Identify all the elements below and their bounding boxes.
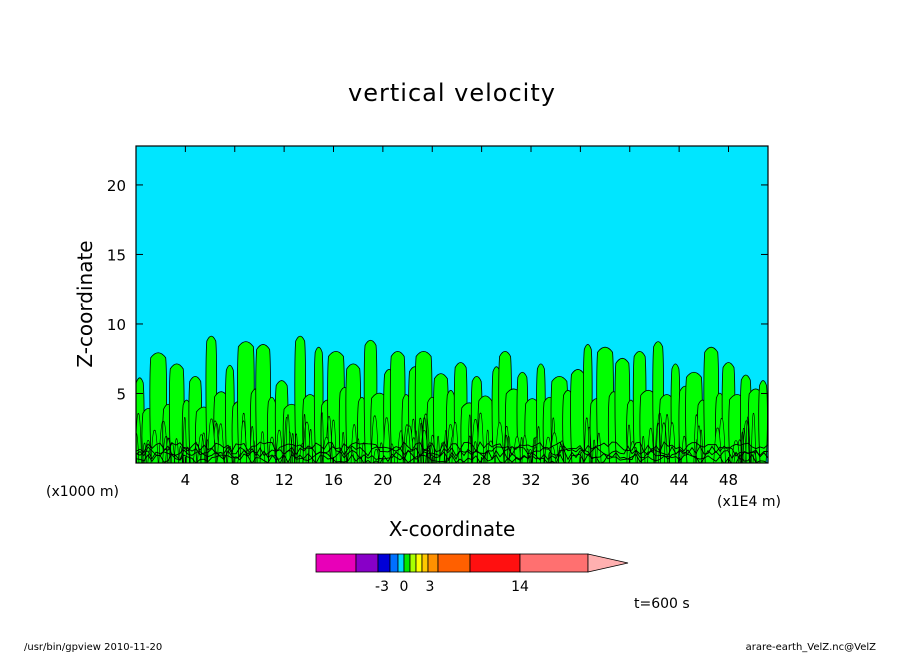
colorbar-label: 3 [426, 579, 435, 595]
turbulence-contour [370, 415, 379, 463]
turbulence-contour [259, 431, 266, 463]
x-tick-label: 12 [275, 471, 294, 489]
turbulence-contour [308, 429, 313, 463]
updraft-plume [168, 363, 185, 463]
surface-contour-line [136, 449, 768, 461]
surface-contour-line [136, 440, 768, 453]
x-tick-label: 48 [719, 471, 738, 489]
turbulence-contour [740, 431, 745, 463]
turbulence-contour [451, 422, 459, 463]
y-axis-ticks: 5 10 15 20 [107, 177, 768, 403]
x-tick-label: 20 [373, 471, 392, 489]
turbulence-contour [548, 446, 557, 463]
turbulence-contour [503, 426, 510, 463]
x-tick-label: 28 [472, 471, 491, 489]
colorbar-segment [377, 553, 391, 573]
boundary-layer-contours [136, 412, 768, 463]
turbulence-contour [647, 427, 655, 463]
x-tick-label: 36 [571, 471, 590, 489]
y-tick-label: 5 [116, 385, 126, 403]
y-tick-label: 10 [107, 316, 126, 334]
turbulence-contour [330, 419, 337, 463]
turbulence-contour [750, 413, 757, 463]
colorbar-arrow [587, 553, 629, 573]
turbulence-contour [207, 418, 216, 463]
x-tick-label: 44 [670, 471, 689, 489]
colorbar-segment [415, 553, 423, 573]
x-axis-label: X-coordinate [389, 517, 516, 541]
turbulence-contour [182, 417, 187, 463]
surface-contour-line [136, 445, 768, 457]
turbulence-contour [592, 439, 597, 463]
colorbar-segment [409, 553, 417, 573]
y-axis-label: Z-coordinate [73, 240, 97, 367]
turbulence-contour [421, 413, 431, 463]
footer-left: /usr/bin/gpview 2010-11-20 [24, 642, 162, 653]
x-tick-label: 24 [423, 471, 442, 489]
plot-frame [135, 145, 769, 464]
colorbar-segment [427, 553, 439, 573]
x-axis-ticks: 4 8 12 16 20 24 28 32 36 40 44 48 [181, 146, 738, 489]
x-tick-label: 8 [230, 471, 240, 489]
colorbar-segment [469, 553, 521, 573]
turbulence-contour [664, 414, 671, 463]
colorbar-segment [437, 553, 471, 573]
colorbar-label: 0 [400, 579, 409, 595]
turbulence-contour [397, 430, 405, 463]
colorbar-labels: -3 0 3 14 [375, 579, 529, 595]
colorbar-segment [315, 553, 357, 573]
x-axis-unit-right: (x1E4 m) [717, 494, 781, 510]
turbulence-contour [668, 422, 676, 463]
updraft-plume [758, 380, 768, 463]
turbulence-contour [275, 429, 283, 463]
turbulence-contour [467, 414, 472, 463]
turbulence-contour [302, 414, 307, 463]
turbulence-contour [504, 434, 509, 463]
chart-title: vertical velocity [348, 79, 556, 107]
x-tick-label: 32 [521, 471, 540, 489]
turbulence-contour [641, 436, 646, 463]
x-tick-label: 4 [181, 471, 191, 489]
turbulence-contour [443, 430, 449, 463]
colorbar-label: -3 [375, 579, 389, 595]
time-annotation: t=600 s [634, 596, 690, 612]
colorbar-segment [389, 553, 399, 573]
turbulence-contour [158, 420, 169, 463]
turbulence-contour [320, 412, 324, 463]
colorbar-segment [355, 553, 379, 573]
turbulence-contour [745, 416, 751, 463]
turbulence-contour [174, 438, 179, 463]
turbulence-contour [227, 445, 233, 463]
turbulence-contour [372, 448, 380, 463]
turbulence-contour [536, 426, 541, 463]
turbulence-contour [476, 412, 485, 463]
colorbar-label: 14 [511, 579, 529, 595]
colorbar-segment [397, 553, 405, 573]
turbulence-contour [417, 417, 424, 463]
turbulence-contour [249, 426, 255, 463]
footer-right: arare-earth_VelZ.nc@VelZ [746, 642, 877, 653]
colorbar-segment [403, 553, 411, 573]
turbulence-contour [346, 448, 355, 463]
turbulence-contour [425, 442, 434, 463]
y-tick-label: 15 [107, 246, 126, 264]
colorbar [315, 553, 629, 573]
x-axis-unit-left: (x1000 m) [46, 484, 119, 500]
colorbar-segment [519, 553, 589, 573]
turbulence-contour [136, 413, 143, 463]
colorbar-segment [421, 553, 429, 573]
surface-contour-line [136, 453, 768, 463]
x-tick-label: 40 [620, 471, 639, 489]
x-tick-label: 16 [324, 471, 343, 489]
y-tick-label: 20 [107, 177, 126, 195]
turbulence-contour [596, 432, 602, 463]
turbulence-contour [294, 433, 299, 463]
